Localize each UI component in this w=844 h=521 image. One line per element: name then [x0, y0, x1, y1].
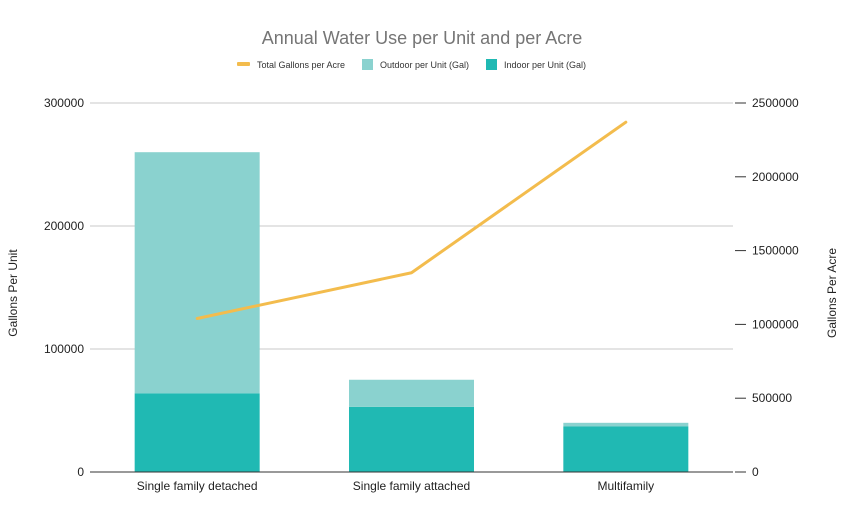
y2-tick-label: 2500000 — [752, 96, 799, 110]
y-tick-label: 300000 — [44, 96, 84, 110]
bar-indoor — [134, 393, 260, 472]
y-axis-label: Gallons Per Unit — [6, 249, 20, 337]
legend-label-line: Total Gallons per Acre — [257, 60, 345, 70]
y-tick-label: 200000 — [44, 219, 84, 233]
bar-outdoor — [349, 379, 474, 407]
bars — [134, 152, 689, 472]
legend-swatch-indoor — [486, 59, 497, 70]
y2-tick-label: 0 — [752, 465, 759, 479]
line-series — [195, 120, 628, 320]
y2-tick-label: 500000 — [752, 391, 792, 405]
chart-title: Annual Water Use per Unit and per Acre — [262, 28, 583, 48]
legend-label-indoor: Indoor per Unit (Gal) — [504, 60, 586, 70]
bar-outdoor — [134, 152, 260, 394]
x-tick-label: Single family attached — [353, 479, 470, 493]
legend-swatch-outdoor — [362, 59, 373, 70]
legend: Total Gallons per Acre Outdoor per Unit … — [237, 59, 586, 70]
y2-axis-label: Gallons Per Acre — [825, 248, 839, 338]
x-tick-label: Multifamily — [597, 479, 654, 493]
y-axis-ticks: 0 100000 200000 300000 — [44, 96, 84, 479]
y2-tick-label: 1000000 — [752, 317, 799, 331]
bar-outdoor — [563, 422, 689, 427]
bar-indoor — [563, 426, 689, 472]
x-tick-label: Single family detached — [137, 479, 258, 493]
legend-label-outdoor: Outdoor per Unit (Gal) — [380, 60, 469, 70]
bar-indoor — [349, 406, 474, 472]
y-tick-label: 0 — [77, 465, 84, 479]
legend-swatch-line — [237, 62, 250, 66]
line-total-gallons-per-acre — [195, 120, 628, 320]
y2-axis-ticks: 0 500000 1000000 1500000 2000000 2500000 — [735, 96, 799, 479]
y2-tick-label: 1500000 — [752, 244, 799, 258]
y-tick-label: 100000 — [44, 342, 84, 356]
x-axis-ticks: Single family detached Single family atta… — [137, 479, 654, 493]
y2-tick-label: 2000000 — [752, 170, 799, 184]
